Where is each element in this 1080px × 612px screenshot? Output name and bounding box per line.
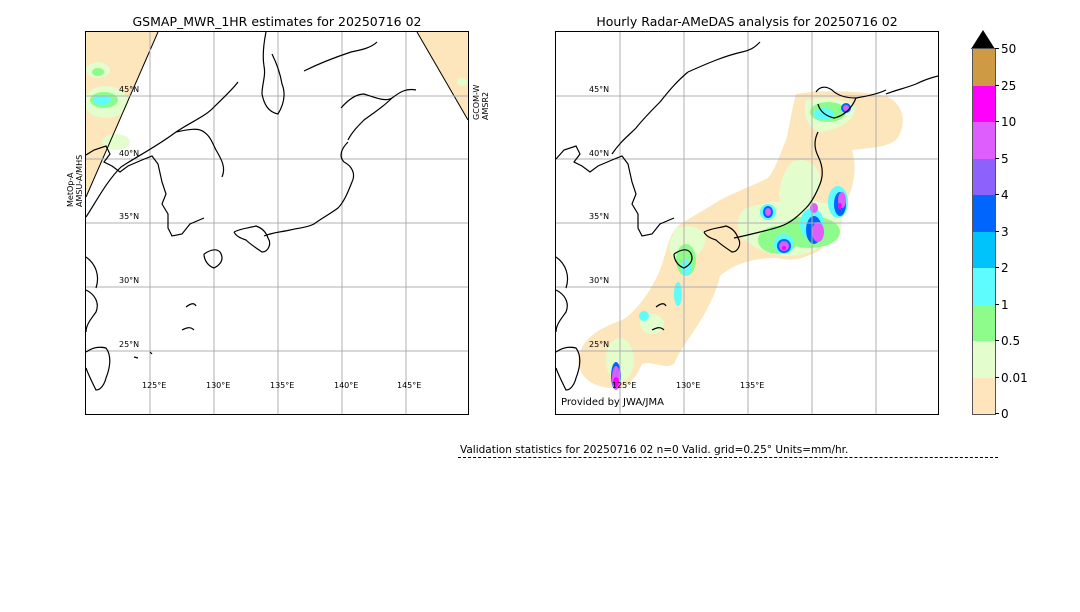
colorbar-tick-label: 0	[1001, 407, 1009, 421]
colorbar-tick-label: 3	[1001, 225, 1009, 239]
colorbar-tick-label: 0.5	[1001, 334, 1021, 348]
right-map-graphics	[556, 32, 938, 414]
left-lon-125: 125°E	[142, 381, 167, 390]
colorbar-seg-7	[973, 122, 995, 159]
validation-statistics: Validation statistics for 20250716 02 n=…	[460, 444, 849, 456]
colorbar-tick	[995, 267, 999, 268]
colorbar-tick	[995, 48, 999, 49]
right-map	[555, 31, 939, 415]
left-lat-25: 25°N	[119, 340, 140, 349]
colorbar-seg-5	[973, 195, 995, 232]
left-lat-40: 40°N	[119, 149, 140, 158]
colorbar-tick-label: 25	[1001, 79, 1017, 93]
colorbar-seg-8	[973, 85, 995, 122]
right-lat-40: 40°N	[589, 149, 610, 158]
colorbar-tick	[995, 340, 999, 341]
left-lon-130: 130°E	[206, 381, 231, 390]
colorbar-extend-arrow	[971, 30, 995, 49]
right-lat-45: 45°N	[589, 85, 610, 94]
right-lat-35: 35°N	[589, 212, 610, 221]
right-sat-label-1: GCOM-W	[472, 84, 481, 120]
left-map-graphics	[86, 32, 468, 414]
right-sat-label-2: AMSR2	[481, 91, 490, 120]
colorbar-tick	[995, 413, 999, 414]
right-lon-125: 125°E	[612, 381, 637, 390]
validation-divider	[458, 457, 998, 458]
right-lon-135: 135°E	[740, 381, 765, 390]
colorbar-tick-label: 50	[1001, 42, 1017, 56]
right-lat-30: 30°N	[589, 276, 610, 285]
left-map	[85, 31, 469, 415]
colorbar	[972, 48, 996, 415]
colorbar-seg-0	[973, 377, 995, 414]
colorbar-seg-3	[973, 268, 995, 305]
colorbar-tick	[995, 121, 999, 122]
colorbar-tick	[995, 377, 999, 378]
provider-credit: Provided by JWA/JMA	[561, 397, 664, 408]
colorbar-tick-label: 4	[1001, 188, 1009, 202]
colorbar-tick-label: 2	[1001, 261, 1009, 275]
left-sat-label-2: AMSU-A/MHS	[75, 154, 84, 207]
colorbar-tick	[995, 194, 999, 195]
left-lon-135: 135°E	[270, 381, 295, 390]
left-lat-30: 30°N	[119, 276, 140, 285]
right-panel-title: Hourly Radar-AMeDAS analysis for 2025071…	[596, 14, 898, 29]
colorbar-seg-9	[973, 49, 995, 86]
colorbar-tick	[995, 85, 999, 86]
colorbar-seg-2	[973, 304, 995, 341]
right-lat-25: 25°N	[589, 340, 610, 349]
colorbar-seg-1	[973, 341, 995, 378]
left-lat-45: 45°N	[119, 85, 140, 94]
colorbar-tick	[995, 158, 999, 159]
colorbar-tick-label: 5	[1001, 152, 1009, 166]
left-lon-145: 145°E	[397, 381, 422, 390]
colorbar-seg-6	[973, 158, 995, 195]
colorbar-tick	[995, 231, 999, 232]
colorbar-tick-label: 1	[1001, 298, 1009, 312]
left-sat-label-1: MetOp-A	[66, 172, 75, 207]
right-lon-130: 130°E	[676, 381, 701, 390]
colorbar-tick-label: 0.01	[1001, 371, 1028, 385]
colorbar-tick-label: 10	[1001, 115, 1017, 129]
left-panel-title: GSMAP_MWR_1HR estimates for 20250716 02	[132, 14, 422, 29]
colorbar-tick	[995, 304, 999, 305]
left-lat-35: 35°N	[119, 212, 140, 221]
colorbar-seg-4	[973, 231, 995, 268]
left-lon-140: 140°E	[334, 381, 359, 390]
